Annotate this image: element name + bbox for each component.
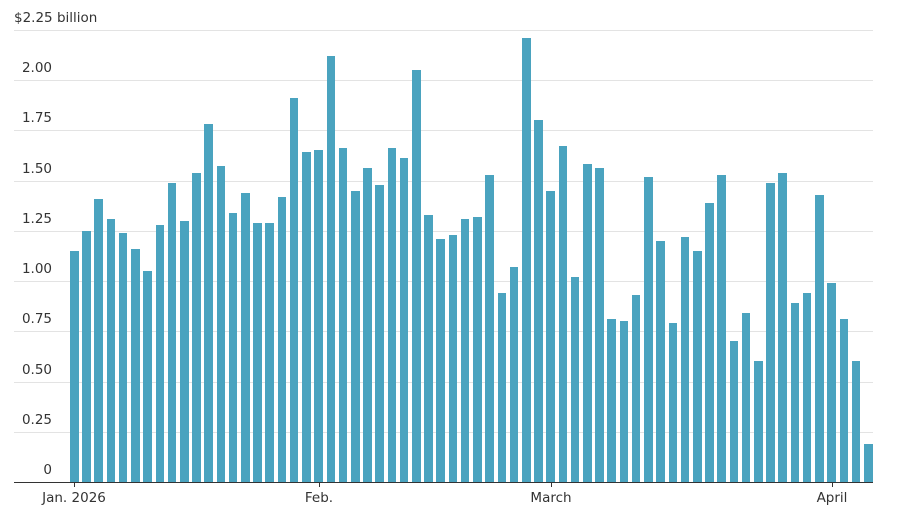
bar <box>118 232 128 482</box>
x-tick-label: March <box>530 490 572 506</box>
bar <box>265 222 275 482</box>
bar <box>143 270 152 482</box>
bar <box>521 37 531 482</box>
bar <box>155 224 165 482</box>
y-tick-label: 2.00 <box>21 60 52 76</box>
bar <box>827 283 836 482</box>
bar <box>167 182 177 482</box>
bar <box>216 166 226 482</box>
bar <box>94 198 104 482</box>
bar <box>399 158 409 482</box>
y-tick-label: 0.75 <box>21 311 52 327</box>
bar <box>228 212 238 482</box>
bar <box>302 152 311 482</box>
bar <box>766 182 775 482</box>
bar <box>338 148 348 482</box>
bar <box>350 190 360 482</box>
x-axis-line <box>14 482 873 483</box>
bar <box>583 164 592 482</box>
bar <box>70 250 79 482</box>
bar <box>424 214 433 482</box>
bar <box>692 250 702 482</box>
bar <box>131 248 140 482</box>
bar <box>705 202 714 482</box>
y-tick-label: 0.25 <box>21 412 52 428</box>
bar <box>656 240 665 482</box>
bar <box>473 216 482 482</box>
gridline <box>14 30 873 31</box>
bar <box>497 293 507 482</box>
bar <box>644 176 653 482</box>
bar <box>741 313 751 482</box>
bar <box>778 172 788 482</box>
bar <box>851 361 861 482</box>
bar <box>509 266 519 482</box>
bar <box>253 222 262 482</box>
bar <box>448 234 458 482</box>
gridline <box>14 130 873 131</box>
bar <box>277 196 287 482</box>
x-tick <box>74 482 75 487</box>
bar <box>314 150 323 482</box>
bar <box>815 194 824 482</box>
gridline <box>14 80 873 81</box>
x-tick-label: April <box>816 490 848 506</box>
bar <box>192 172 201 482</box>
bar <box>546 190 555 482</box>
bar <box>790 303 800 482</box>
bar <box>534 120 543 482</box>
bar <box>595 168 604 482</box>
bar <box>558 146 568 482</box>
bar <box>717 174 726 482</box>
y-tick-label: 0.50 <box>21 362 52 378</box>
bar <box>106 218 116 482</box>
bar <box>375 184 384 482</box>
y-tick-label: 1.50 <box>21 161 52 177</box>
bar <box>82 230 91 483</box>
bar <box>412 70 421 482</box>
x-tick <box>832 482 833 487</box>
bar <box>485 174 494 482</box>
bar <box>436 238 446 482</box>
bar <box>631 295 641 482</box>
x-tick <box>551 482 552 487</box>
bar <box>289 98 299 482</box>
bar <box>204 124 213 482</box>
y-tick-label: $2.25 billion <box>14 10 98 26</box>
x-tick-label: Jan. 2026 <box>42 490 106 506</box>
bar <box>387 148 397 482</box>
bar <box>729 341 739 482</box>
bar <box>326 55 336 482</box>
bar <box>802 293 812 482</box>
bar <box>668 323 678 482</box>
y-tick-label: 1.25 <box>21 211 52 227</box>
bar <box>863 443 873 482</box>
bar <box>607 319 617 482</box>
bar <box>241 192 250 482</box>
x-tick <box>319 482 320 487</box>
gridline <box>14 181 873 182</box>
bar <box>839 319 849 482</box>
bar <box>460 218 470 482</box>
y-tick-label: 1.00 <box>21 261 52 277</box>
bar <box>179 220 189 482</box>
bar <box>754 361 763 482</box>
bar <box>680 236 690 482</box>
gridline <box>14 231 873 232</box>
x-tick-label: Feb. <box>304 490 334 506</box>
bar <box>619 321 629 482</box>
y-tick-label: 1.75 <box>21 110 52 126</box>
y-tick-label: 0 <box>43 462 52 478</box>
bar <box>363 168 372 482</box>
bar <box>570 277 580 482</box>
